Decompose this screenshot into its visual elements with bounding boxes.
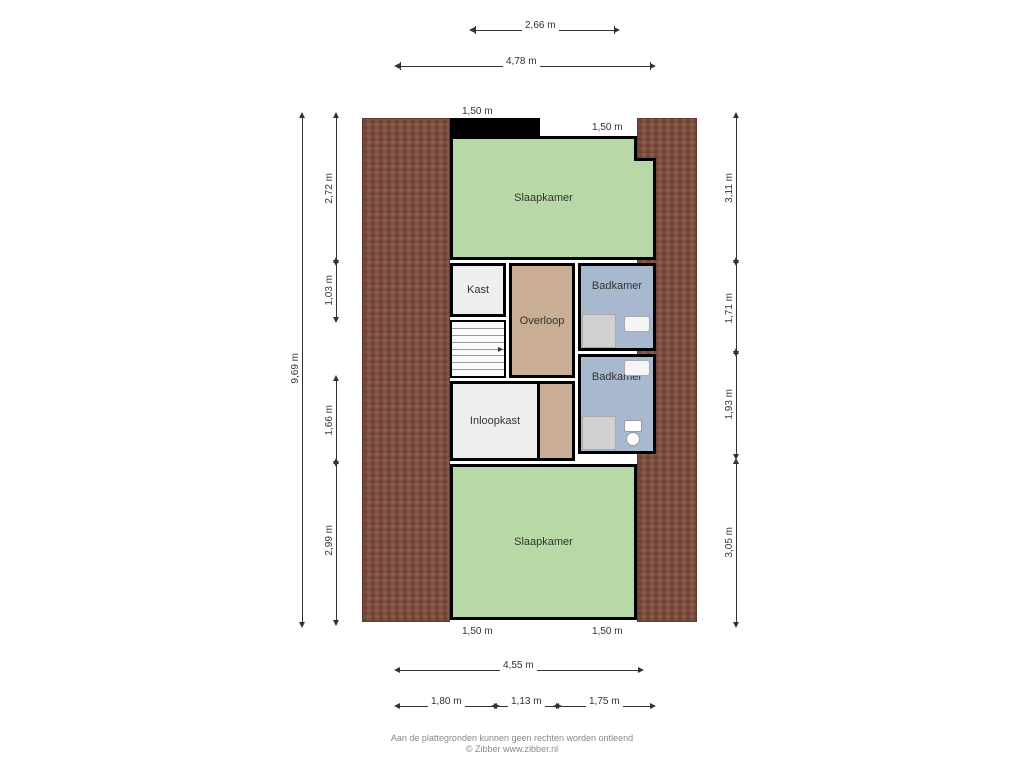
dim-top1: 2,66 m	[522, 20, 559, 31]
dim-left-a: 2,72 m	[324, 170, 335, 207]
stair-arrow-icon: ▸	[498, 344, 503, 355]
dim-top2: 4,78 m	[503, 56, 540, 67]
floorplan-canvas: Slaapkamer Kast Overloop Badkamer Badkam…	[0, 0, 1024, 768]
dim-bot2c: 1,75 m	[586, 696, 623, 707]
dim-top-s2: 1,50 m	[592, 122, 623, 133]
room-inloopkast: Inloopkast	[450, 381, 540, 461]
dim-right-a: 3,11 m	[724, 170, 735, 206]
dim-right-b: 1,71 m	[724, 290, 735, 327]
label-slaapkamer-bot: Slaapkamer	[514, 536, 573, 548]
sink-top	[624, 316, 650, 332]
label-badkamer-top: Badkamer	[592, 280, 642, 292]
dim-left-b: 1,03 m	[324, 272, 335, 309]
landing-block	[540, 381, 575, 461]
room-slaapkamer-bot: Slaapkamer	[450, 464, 637, 620]
dim-bot1: 4,55 m	[500, 660, 537, 671]
footer-line2: © Zibber www.zibber.nl	[0, 744, 1024, 756]
dim-line-left-total	[302, 118, 303, 622]
label-slaapkamer-top: Slaapkamer	[514, 192, 573, 204]
dim-bot2b: 1,13 m	[508, 696, 545, 707]
room-slaapkamer-top: Slaapkamer	[450, 136, 637, 260]
dim-right-c: 1,93 m	[724, 386, 735, 423]
chimney-block	[450, 118, 540, 138]
dim-bot2a: 1,80 m	[428, 696, 465, 707]
dim-right-d: 3,05 m	[724, 524, 735, 561]
shower-top	[582, 314, 616, 348]
shower-bot	[582, 416, 616, 450]
footer: Aan de plattegronden kunnen geen rechten…	[0, 733, 1024, 756]
room-kast: Kast	[450, 263, 506, 317]
label-kast: Kast	[467, 284, 489, 296]
footer-line1: Aan de plattegronden kunnen geen rechten…	[0, 733, 1024, 745]
dim-left-total: 9,69 m	[290, 350, 301, 387]
room-overloop: Overloop	[509, 263, 575, 378]
sink-bot	[624, 360, 650, 376]
dim-bot-s2: 1,50 m	[592, 626, 623, 637]
room-slaapkamer-top-ext	[634, 158, 656, 260]
dim-bot-s1: 1,50 m	[462, 626, 493, 637]
label-inloopkast: Inloopkast	[470, 415, 520, 427]
label-overloop: Overloop	[520, 315, 565, 327]
dim-left-d: 2,99 m	[324, 522, 335, 559]
dim-top-s1: 1,50 m	[462, 106, 493, 117]
toilet-icon	[624, 420, 642, 446]
roof-left	[362, 118, 450, 622]
dim-left-c: 1,66 m	[324, 402, 335, 439]
